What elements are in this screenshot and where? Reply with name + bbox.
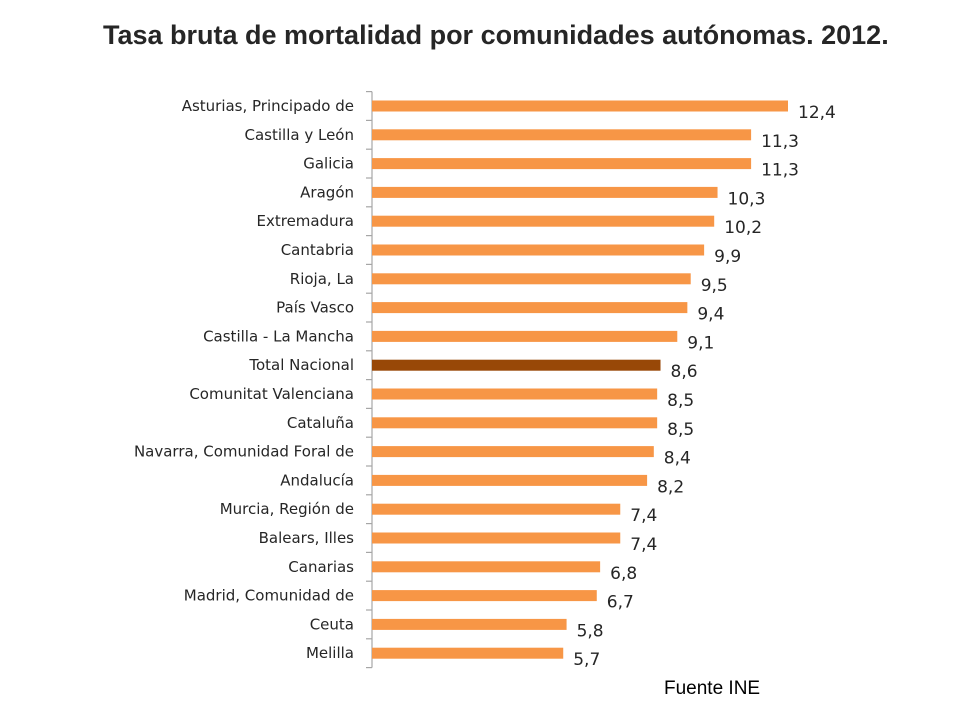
- category-label: Balears, Illes: [259, 529, 355, 547]
- category-label: Aragón: [300, 183, 354, 201]
- value-label: 10,3: [728, 189, 766, 209]
- category-label: Melilla: [306, 644, 354, 662]
- value-label: 9,4: [697, 305, 724, 325]
- bar: [372, 590, 597, 602]
- value-label: 9,9: [714, 247, 741, 267]
- bar: [372, 129, 752, 141]
- bar: [372, 532, 621, 544]
- bar: [372, 618, 567, 630]
- value-label: 7,4: [630, 506, 657, 526]
- category-label: Galicia: [303, 155, 354, 173]
- value-label: 9,5: [701, 276, 728, 296]
- value-label: 10,2: [724, 218, 762, 238]
- category-label: Canarias: [288, 558, 354, 576]
- bar: [372, 215, 715, 227]
- bar: [372, 302, 688, 314]
- value-label: 9,1: [687, 333, 714, 353]
- category-label: Navarra, Comunidad Foral de: [134, 443, 354, 461]
- value-label: 11,3: [761, 161, 799, 181]
- category-label: Cataluña: [287, 414, 354, 432]
- category-label: Andalucía: [280, 471, 354, 489]
- category-label: Rioja, La: [290, 270, 354, 288]
- bar: [372, 417, 658, 429]
- value-label: 7,4: [630, 535, 657, 555]
- bar: [372, 244, 705, 256]
- bar: [372, 186, 718, 198]
- value-label: 8,4: [664, 449, 691, 469]
- category-label: Asturias, Principado de: [182, 97, 354, 115]
- value-label: 8,6: [671, 362, 698, 382]
- category-label: Cantabria: [281, 241, 354, 259]
- value-label: 8,5: [667, 391, 694, 411]
- bar: [372, 359, 661, 371]
- bar: [372, 273, 691, 285]
- value-label: 11,3: [761, 132, 799, 152]
- chart-title: Tasa bruta de mortalidad por comunidades…: [103, 20, 889, 50]
- category-label: Castilla y León: [245, 126, 354, 144]
- category-label: Ceuta: [310, 615, 354, 633]
- category-label: Murcia, Región de: [220, 500, 354, 518]
- bar: [372, 158, 752, 170]
- category-label: Extremadura: [257, 212, 355, 230]
- category-label: Madrid, Comunidad de: [184, 587, 354, 605]
- source-note: Fuente INE: [664, 678, 761, 699]
- bar: [372, 647, 564, 659]
- bar: [372, 388, 658, 400]
- bar: [372, 474, 648, 486]
- bar: [372, 561, 601, 573]
- value-label: 5,8: [577, 621, 604, 641]
- bar: [372, 330, 678, 342]
- value-label: 5,7: [573, 650, 600, 670]
- category-label: Castilla - La Mancha: [203, 327, 354, 345]
- value-label: 12,4: [798, 103, 836, 123]
- bar: [372, 503, 621, 515]
- value-label: 6,7: [607, 593, 634, 613]
- value-label: 8,5: [667, 420, 694, 440]
- bar: [372, 446, 654, 458]
- value-label: 8,2: [657, 477, 684, 497]
- chart-marks: Asturias, Principado de 12,4 Castilla y Le…: [134, 90, 836, 670]
- category-label: Total Nacional: [248, 356, 354, 374]
- bar: [372, 100, 788, 112]
- category-label: Comunitat Valenciana: [189, 385, 354, 403]
- value-label: 6,8: [610, 564, 637, 584]
- category-label: País Vasco: [276, 299, 354, 317]
